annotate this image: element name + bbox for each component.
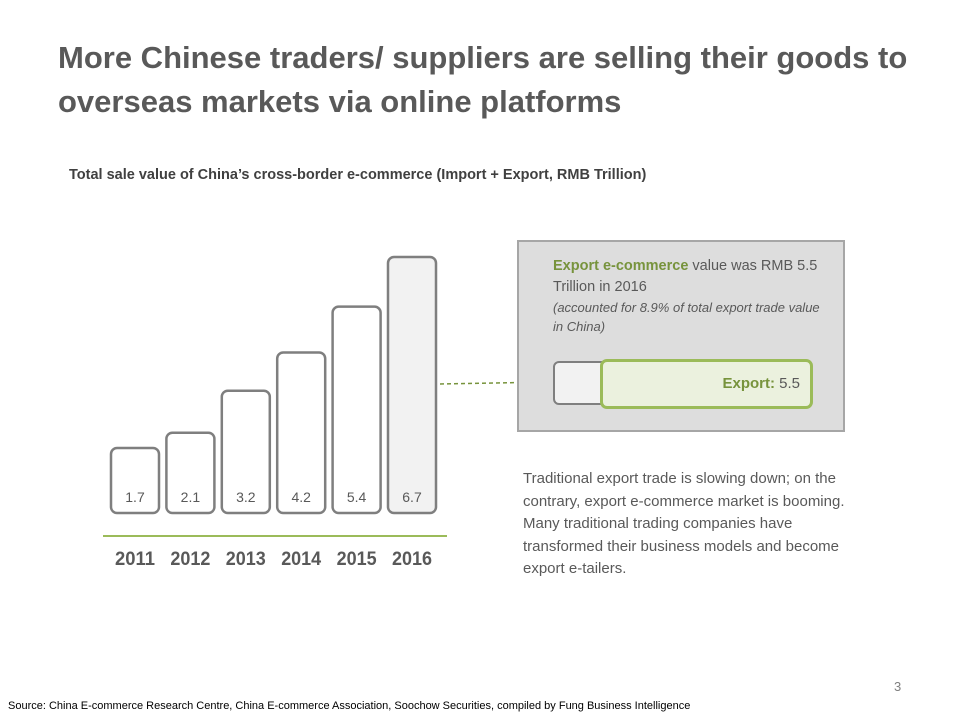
bar-value-label: 2.1 [181,489,201,505]
x-tick-label: 2016 [392,549,432,570]
bars-group: 1.7 2011 2.1 2012 3.2 2013 4.2 2014 5.4 2015 6.7 20… [109,255,438,570]
x-tick-label: 2015 [337,549,377,570]
source-note: Source: China E-commerce Research Centre… [8,700,691,712]
callout-highlight: Export e-commerce [553,258,689,274]
export-label: Export: [722,375,775,392]
callout-note: (accounted for 8.9% of total export trad… [553,300,820,334]
x-tick-label: 2011 [115,549,155,570]
bar-2012 [165,431,216,515]
bar-value-label: 1.7 [125,489,145,505]
bar-2013 [220,389,272,515]
x-tick-label: 2013 [226,549,266,570]
bar-2016 [386,255,438,515]
bar-value-label: 6.7 [402,489,422,505]
bar-2015 [331,305,382,515]
commentary-paragraph: Traditional export trade is slowing down… [523,470,845,577]
callout-text: Export e-commerce value was RMB 5.5 Tril… [553,256,833,336]
slide-title: More Chinese traders/ suppliers are sell… [58,40,908,119]
x-tick-label: 2012 [170,549,210,570]
callout-body: value was RMB 5.5 Trillion in 2016 [553,258,818,295]
bar-value-label: 4.2 [291,489,311,505]
bar-2011 [109,446,161,515]
bar-value-label: 3.2 [236,489,256,505]
bar-value-label: 5.4 [347,489,367,505]
chart-subtitle: Total sale value of China’s cross-border… [69,167,647,183]
page-number: 3 [894,679,902,694]
export-callout: Export e-commerce value was RMB 5.5 Tril… [517,240,845,432]
export-value: 5.5 [779,375,800,392]
bar-2014 [275,351,327,515]
export-mini-bar: Export: 5.5 [600,359,813,409]
x-tick-label: 2014 [281,549,321,570]
